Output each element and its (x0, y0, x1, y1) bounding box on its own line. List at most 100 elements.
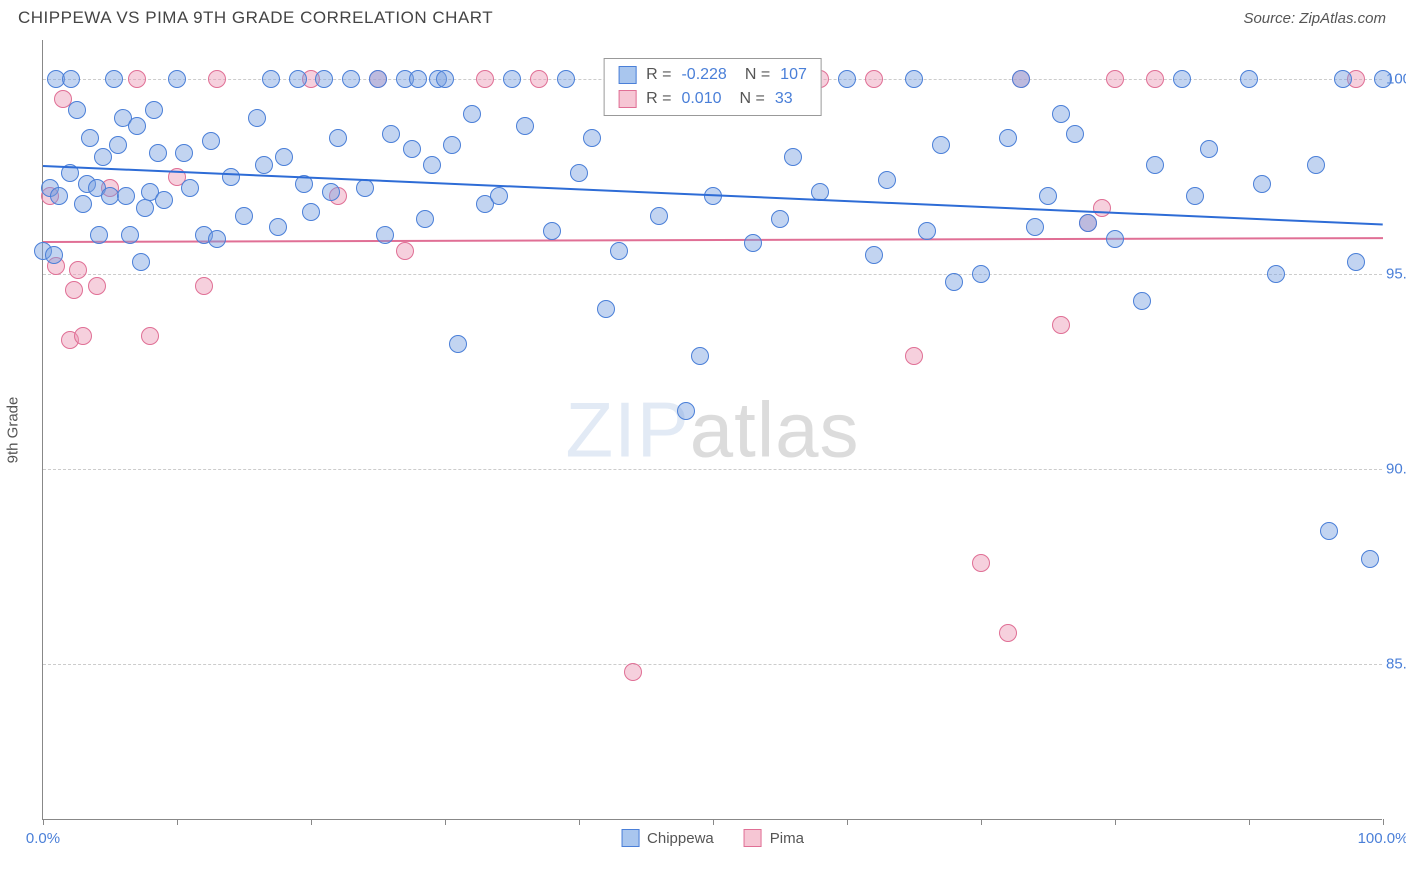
chippewa-point (784, 148, 802, 166)
chippewa-point (181, 179, 199, 197)
chippewa-point (382, 125, 400, 143)
chippewa-point (1079, 214, 1097, 232)
chippewa-point (302, 203, 320, 221)
chippewa-point (222, 168, 240, 186)
x-tick (445, 819, 446, 825)
legend-n-value: 107 (780, 63, 807, 87)
x-tick (847, 819, 848, 825)
chippewa-point (443, 136, 461, 154)
chippewa-point (409, 70, 427, 88)
chippewa-point (81, 129, 99, 147)
chippewa-point (650, 207, 668, 225)
legend-swatch (618, 66, 636, 84)
chippewa-point (1240, 70, 1258, 88)
chippewa-point (932, 136, 950, 154)
series-legend: Chippewa Pima (621, 829, 804, 847)
chippewa-point (570, 164, 588, 182)
chippewa-point (315, 70, 333, 88)
chippewa-point (436, 70, 454, 88)
scatter-chart: 9th Grade ZIPatlas 100.0%95.0%90.0%85.0%… (42, 40, 1382, 820)
legend-r-value: -0.228 (681, 63, 726, 87)
pima-point (69, 261, 87, 279)
pima-point (128, 70, 146, 88)
pima-point (865, 70, 883, 88)
legend-r-label: R = (646, 87, 671, 111)
chippewa-point (677, 402, 695, 420)
pima-point (905, 347, 923, 365)
chippewa-point (865, 246, 883, 264)
pima-point (208, 70, 226, 88)
chippewa-point (771, 210, 789, 228)
chippewa-point (557, 70, 575, 88)
legend-swatch (744, 829, 762, 847)
x-tick (1115, 819, 1116, 825)
chippewa-point (1334, 70, 1352, 88)
pima-point (88, 277, 106, 295)
chippewa-point (289, 70, 307, 88)
chippewa-point (62, 70, 80, 88)
chippewa-point (516, 117, 534, 135)
gridline (43, 664, 1382, 665)
chippewa-point (597, 300, 615, 318)
chippewa-point (1307, 156, 1325, 174)
chippewa-point (1374, 70, 1392, 88)
pima-point (999, 624, 1017, 642)
pima-point (1146, 70, 1164, 88)
chippewa-point (369, 70, 387, 88)
chippewa-point (1267, 265, 1285, 283)
chippewa-point (1026, 218, 1044, 236)
x-tick (713, 819, 714, 825)
pima-trendline (43, 237, 1383, 243)
pima-point (1052, 316, 1070, 334)
chippewa-point (543, 222, 561, 240)
pima-point (530, 70, 548, 88)
chippewa-point (1347, 253, 1365, 271)
x-tick (981, 819, 982, 825)
pima-point (396, 242, 414, 260)
chippewa-point (838, 70, 856, 88)
legend-n-label: N = (745, 63, 770, 87)
legend-swatch (618, 90, 636, 108)
x-tick (43, 819, 44, 825)
pima-point (74, 327, 92, 345)
chippewa-point (1361, 550, 1379, 568)
chippewa-point (149, 144, 167, 162)
chippewa-point (50, 187, 68, 205)
x-tick-label: 0.0% (26, 830, 60, 847)
chippewa-point (463, 105, 481, 123)
chippewa-point (322, 183, 340, 201)
legend-row: R = 0.010N = 33 (618, 87, 807, 111)
chippewa-point (918, 222, 936, 240)
chippewa-point (105, 70, 123, 88)
chippewa-point (1012, 70, 1030, 88)
chippewa-point (1253, 175, 1271, 193)
series-label: Pima (770, 830, 804, 847)
chippewa-point (945, 273, 963, 291)
legend-r-label: R = (646, 63, 671, 87)
chippewa-point (275, 148, 293, 166)
chippewa-point (1186, 187, 1204, 205)
correlation-legend: R = -0.228 N = 107R = 0.010N = 33 (603, 58, 822, 116)
chippewa-point (1200, 140, 1218, 158)
chippewa-point (503, 70, 521, 88)
x-tick (1249, 819, 1250, 825)
chippewa-point (583, 129, 601, 147)
chippewa-point (1320, 522, 1338, 540)
pima-point (476, 70, 494, 88)
watermark: ZIPatlas (565, 384, 859, 475)
pima-point (624, 663, 642, 681)
chippewa-point (691, 347, 709, 365)
y-tick-label: 90.0% (1386, 461, 1406, 478)
chippewa-point (128, 117, 146, 135)
chippewa-point (329, 129, 347, 147)
chippewa-point (155, 191, 173, 209)
chippewa-point (269, 218, 287, 236)
chippewa-point (109, 136, 127, 154)
source-credit: Source: ZipAtlas.com (1243, 10, 1386, 27)
pima-point (1106, 70, 1124, 88)
chippewa-point (1052, 105, 1070, 123)
series-label: Chippewa (647, 830, 714, 847)
x-tick (311, 819, 312, 825)
chippewa-point (972, 265, 990, 283)
chippewa-point (744, 234, 762, 252)
